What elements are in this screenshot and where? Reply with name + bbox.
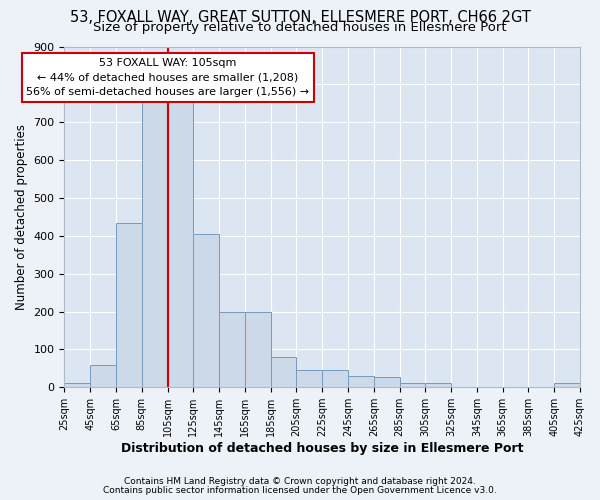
Bar (554, 384, 580, 387)
Bar (219, 312, 245, 387)
Text: 53, FOXALL WAY, GREAT SUTTON, ELLESMERE PORT, CH66 2GT: 53, FOXALL WAY, GREAT SUTTON, ELLESMERE … (70, 10, 530, 25)
Bar (167, 102, 193, 387)
Bar (296, 370, 322, 387)
X-axis label: Distribution of detached houses by size in Ellesmere Port: Distribution of detached houses by size … (121, 442, 523, 455)
Bar (245, 312, 271, 387)
Bar (90, 364, 116, 387)
Bar (116, 222, 142, 387)
Bar (322, 370, 348, 387)
Bar (348, 376, 374, 387)
Text: Contains HM Land Registry data © Crown copyright and database right 2024.: Contains HM Land Registry data © Crown c… (124, 477, 476, 486)
Text: 53 FOXALL WAY: 105sqm
← 44% of detached houses are smaller (1,208)
56% of semi-d: 53 FOXALL WAY: 105sqm ← 44% of detached … (26, 58, 309, 98)
Bar (374, 376, 400, 387)
Bar (64, 384, 90, 387)
Bar (142, 102, 167, 387)
Bar (271, 357, 296, 387)
Y-axis label: Number of detached properties: Number of detached properties (15, 124, 28, 310)
Bar (193, 234, 219, 387)
Bar (425, 382, 451, 387)
Text: Contains public sector information licensed under the Open Government Licence v3: Contains public sector information licen… (103, 486, 497, 495)
Bar (400, 382, 425, 387)
Text: Size of property relative to detached houses in Ellesmere Port: Size of property relative to detached ho… (93, 21, 507, 34)
